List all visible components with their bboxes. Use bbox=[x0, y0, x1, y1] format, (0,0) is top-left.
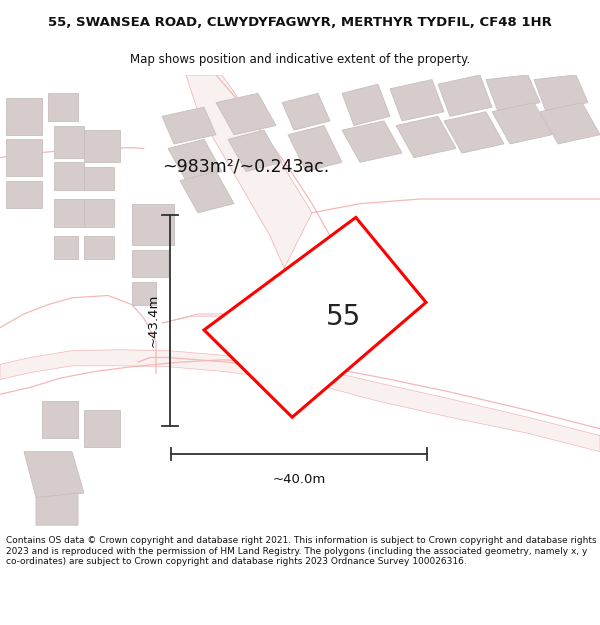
Polygon shape bbox=[342, 84, 390, 126]
Text: 55: 55 bbox=[326, 302, 361, 331]
Polygon shape bbox=[273, 248, 378, 319]
Polygon shape bbox=[444, 112, 504, 153]
Polygon shape bbox=[84, 411, 120, 447]
Polygon shape bbox=[132, 204, 174, 245]
Polygon shape bbox=[168, 139, 222, 181]
Polygon shape bbox=[6, 98, 42, 135]
Polygon shape bbox=[84, 199, 114, 227]
Polygon shape bbox=[534, 75, 588, 112]
Polygon shape bbox=[132, 249, 168, 277]
Polygon shape bbox=[492, 102, 552, 144]
Text: ~43.4m: ~43.4m bbox=[146, 294, 160, 348]
Polygon shape bbox=[6, 139, 42, 176]
Polygon shape bbox=[486, 75, 540, 112]
Text: Map shows position and indicative extent of the property.: Map shows position and indicative extent… bbox=[130, 52, 470, 66]
Polygon shape bbox=[84, 130, 120, 162]
Text: 55, SWANSEA ROAD, CLWYDYFAGWYR, MERTHYR TYDFIL, CF48 1HR: 55, SWANSEA ROAD, CLWYDYFAGWYR, MERTHYR … bbox=[48, 16, 552, 29]
Polygon shape bbox=[54, 126, 84, 158]
Polygon shape bbox=[54, 199, 84, 227]
Text: ~983m²/~0.243ac.: ~983m²/~0.243ac. bbox=[162, 158, 329, 176]
Polygon shape bbox=[228, 130, 282, 171]
Polygon shape bbox=[24, 452, 84, 498]
Polygon shape bbox=[216, 93, 276, 135]
Polygon shape bbox=[438, 75, 492, 116]
Polygon shape bbox=[204, 217, 426, 418]
Polygon shape bbox=[288, 126, 342, 171]
Polygon shape bbox=[162, 75, 312, 323]
Polygon shape bbox=[54, 162, 84, 190]
Polygon shape bbox=[396, 116, 456, 158]
Polygon shape bbox=[540, 102, 600, 144]
Polygon shape bbox=[42, 401, 78, 438]
Polygon shape bbox=[54, 236, 78, 259]
Polygon shape bbox=[180, 171, 234, 212]
Polygon shape bbox=[48, 93, 78, 121]
Polygon shape bbox=[390, 79, 444, 121]
Polygon shape bbox=[36, 493, 78, 525]
Polygon shape bbox=[342, 121, 402, 162]
Polygon shape bbox=[84, 236, 114, 259]
Polygon shape bbox=[0, 350, 600, 452]
Polygon shape bbox=[6, 181, 42, 208]
Polygon shape bbox=[84, 167, 114, 190]
Text: Contains OS data © Crown copyright and database right 2021. This information is : Contains OS data © Crown copyright and d… bbox=[6, 536, 596, 566]
Polygon shape bbox=[162, 107, 216, 144]
Polygon shape bbox=[132, 282, 156, 304]
Polygon shape bbox=[282, 93, 330, 130]
Text: ~40.0m: ~40.0m bbox=[272, 472, 326, 486]
